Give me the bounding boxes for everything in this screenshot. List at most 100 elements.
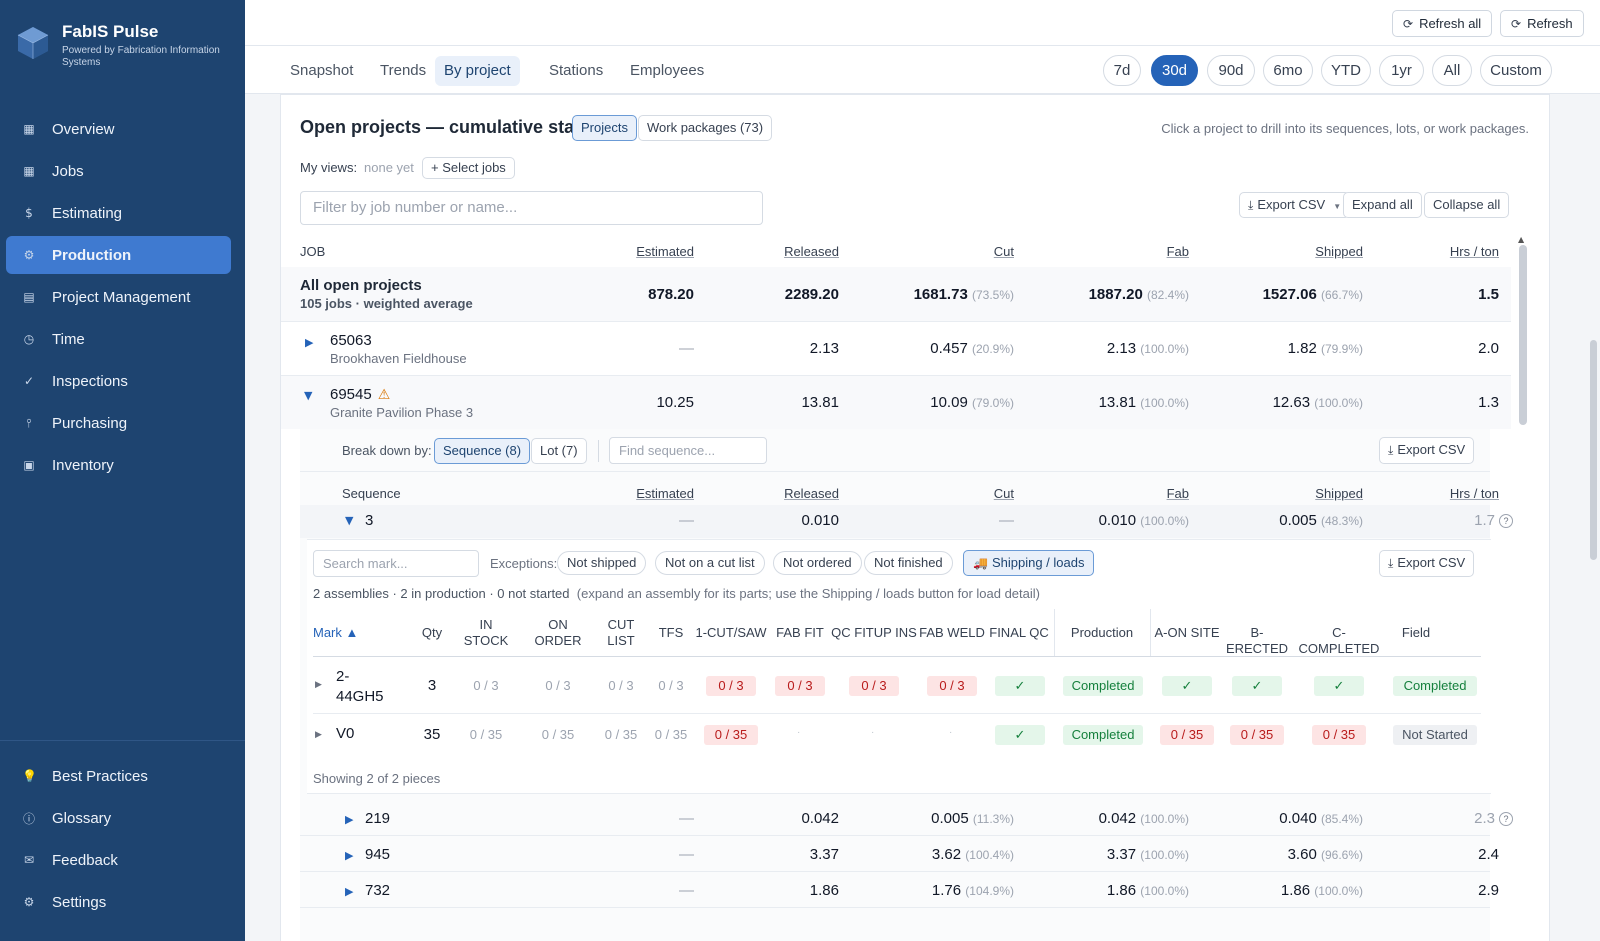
col-fab-weld[interactable]: FAB WELD	[919, 625, 985, 640]
col-in-stock[interactable]: IN STOCK	[463, 617, 509, 648]
col-cut-saw[interactable]: 1-CUT/SAW	[695, 625, 767, 640]
caret-right-icon[interactable]: ▶	[315, 730, 322, 740]
expand-all-button[interactable]: Expand all	[1343, 192, 1422, 218]
assembly-tfs: 0 / 3	[658, 678, 684, 693]
nav-time[interactable]: ◷ Time	[6, 320, 231, 358]
nav-inventory[interactable]: ▣ Inventory	[6, 446, 231, 484]
refresh-button[interactable]: ⟳ Refresh	[1500, 10, 1584, 37]
caret-right-icon[interactable]: ▶	[315, 680, 322, 690]
col-qty[interactable]: Qty	[421, 625, 443, 640]
seq-col-shipped[interactable]: Shipped	[1315, 486, 1363, 501]
tab-employees[interactable]: Employees	[630, 62, 705, 79]
breakdown-sequence[interactable]: Sequence (8)	[434, 438, 531, 464]
sequence-export-csv-button[interactable]: ⤓ Export CSV	[1379, 437, 1475, 464]
seq-col-estimated[interactable]: Estimated	[636, 486, 694, 501]
col-cut[interactable]: Cut	[993, 244, 1014, 259]
sequence-shipped-pct: (96.6%)	[1320, 848, 1363, 862]
caret-down-icon[interactable]: ▼	[304, 389, 313, 402]
range-ytd[interactable]: YTD	[1321, 55, 1371, 86]
col-tfs[interactable]: TFS	[658, 625, 684, 640]
nav-overview[interactable]: ▦ Overview	[6, 110, 231, 148]
col-erected[interactable]: B-ERECTED	[1225, 625, 1289, 656]
caret-down-icon[interactable]: ▼	[345, 514, 354, 527]
nav-purchasing[interactable]: ⫯ Purchasing	[6, 404, 231, 442]
export-csv-button[interactable]: ⤓ Export CSV ▼	[1239, 192, 1351, 218]
assemblies-export-csv-button[interactable]: ⤓ Export CSV	[1379, 550, 1475, 577]
range-all[interactable]: All	[1432, 55, 1472, 86]
range-7d[interactable]: 7d	[1103, 55, 1141, 86]
col-completed[interactable]: C-COMPLETED	[1298, 625, 1380, 656]
seq-col-hrs-ton[interactable]: Hrs / ton	[1449, 486, 1499, 501]
page-scrollbar[interactable]	[1590, 340, 1597, 560]
seq-col-fab[interactable]: Fab	[1166, 486, 1189, 501]
exception-not-finished[interactable]: Not finished	[864, 551, 953, 575]
col-fab-fit[interactable]: FAB FIT	[776, 625, 824, 640]
help-icon[interactable]: ?	[1499, 514, 1513, 529]
search-mark-input[interactable]: Search mark...	[313, 550, 479, 577]
toggle-work-packages[interactable]: Work packages (73)	[638, 115, 773, 141]
shipping-loads-button[interactable]: 🚚 Shipping / loads	[963, 550, 1095, 576]
range-30d[interactable]: 30d	[1151, 55, 1198, 86]
nav-project-management[interactable]: ▤ Project Management	[6, 278, 231, 316]
toggle-projects[interactable]: Projects	[572, 115, 637, 141]
tab-snapshot[interactable]: Snapshot	[290, 62, 354, 79]
seq-col-sequence[interactable]: Sequence	[342, 486, 401, 501]
col-qc-fitup[interactable]: QC FITUP INS	[831, 625, 917, 640]
scroll-up-icon[interactable]: ▲	[1518, 235, 1525, 244]
tab-by-project[interactable]: By project	[435, 56, 520, 86]
seq-col-released[interactable]: Released	[784, 486, 839, 501]
range-custom[interactable]: Custom	[1480, 55, 1552, 86]
sequence-cut: 0.005	[931, 810, 969, 827]
exception-not-shipped[interactable]: Not shipped	[557, 551, 647, 575]
col-final-qc[interactable]: FINAL QC	[989, 625, 1049, 640]
grid-icon: ▦	[23, 164, 35, 178]
assembly-on-site: 0 / 35	[1160, 725, 1214, 745]
nav-settings[interactable]: ⚙ Settings	[6, 883, 231, 921]
caret-right-icon[interactable]: ▶	[345, 849, 354, 862]
nav-inspections[interactable]: ✓ Inspections	[6, 362, 231, 400]
seq-col-cut[interactable]: Cut	[993, 486, 1014, 501]
help-icon[interactable]: ?	[1499, 812, 1513, 827]
nav-best-practices[interactable]: 💡 Best Practices	[6, 757, 231, 795]
col-fab[interactable]: Fab	[1166, 244, 1189, 259]
sequence-row-open[interactable]	[300, 505, 1490, 538]
col-on-site[interactable]: A-ON SITE	[1154, 625, 1220, 640]
col-on-order[interactable]: ON ORDER	[534, 617, 582, 648]
nav-glossary[interactable]: ⓘ Glossary	[6, 799, 231, 837]
nav-feedback[interactable]: ✉ Feedback	[6, 841, 231, 879]
col-cut-list[interactable]: CUT LIST	[607, 617, 635, 648]
collapse-all-button[interactable]: Collapse all	[1424, 192, 1510, 218]
exception-not-on-cut-list[interactable]: Not on a cut list	[655, 551, 765, 575]
main-nav: ▦ Overview ▦ Jobs $ Estimating ⚙ Production …	[0, 110, 245, 484]
col-job[interactable]: JOB	[300, 244, 326, 259]
sequence-hrs: 2.9	[1478, 882, 1499, 899]
col-estimated[interactable]: Estimated	[636, 244, 694, 259]
nav-production[interactable]: ⚙ Production	[6, 236, 231, 274]
col-hrs-ton[interactable]: Hrs / ton	[1449, 244, 1499, 259]
col-mark[interactable]: Mark ▲	[313, 625, 359, 640]
nav-estimating[interactable]: $ Estimating	[6, 194, 231, 232]
col-field[interactable]: Field	[1401, 625, 1431, 640]
select-jobs-button[interactable]: + Select jobs	[422, 157, 515, 179]
tab-stations[interactable]: Stations	[549, 62, 604, 79]
sequence-fab-pct: (100.0%)	[1140, 884, 1189, 898]
sequence-fab: 0.042	[1098, 810, 1137, 827]
caret-right-icon[interactable]: ▶	[345, 885, 354, 898]
breakdown-lot[interactable]: Lot (7)	[531, 438, 587, 464]
col-production[interactable]: Production	[1070, 625, 1134, 640]
tab-trends[interactable]: Trends	[380, 62, 427, 79]
caret-right-icon[interactable]: ▶	[305, 336, 314, 349]
job-filter-input[interactable]: Filter by job number or name...	[300, 191, 763, 225]
range-6mo[interactable]: 6mo	[1263, 55, 1313, 86]
exception-not-ordered[interactable]: Not ordered	[773, 551, 862, 575]
refresh-all-button[interactable]: ⟳ Refresh all	[1392, 10, 1493, 37]
nav-jobs[interactable]: ▦ Jobs	[6, 152, 231, 190]
range-1yr[interactable]: 1yr	[1379, 55, 1424, 86]
col-released[interactable]: Released	[784, 244, 839, 259]
find-sequence-input[interactable]: Find sequence...	[609, 437, 767, 464]
table-scrollbar[interactable]	[1519, 245, 1527, 425]
job-hrs: 2.0	[1478, 340, 1499, 357]
caret-right-icon[interactable]: ▶	[345, 813, 354, 826]
range-90d[interactable]: 90d	[1207, 55, 1255, 86]
col-shipped[interactable]: Shipped	[1315, 244, 1363, 259]
